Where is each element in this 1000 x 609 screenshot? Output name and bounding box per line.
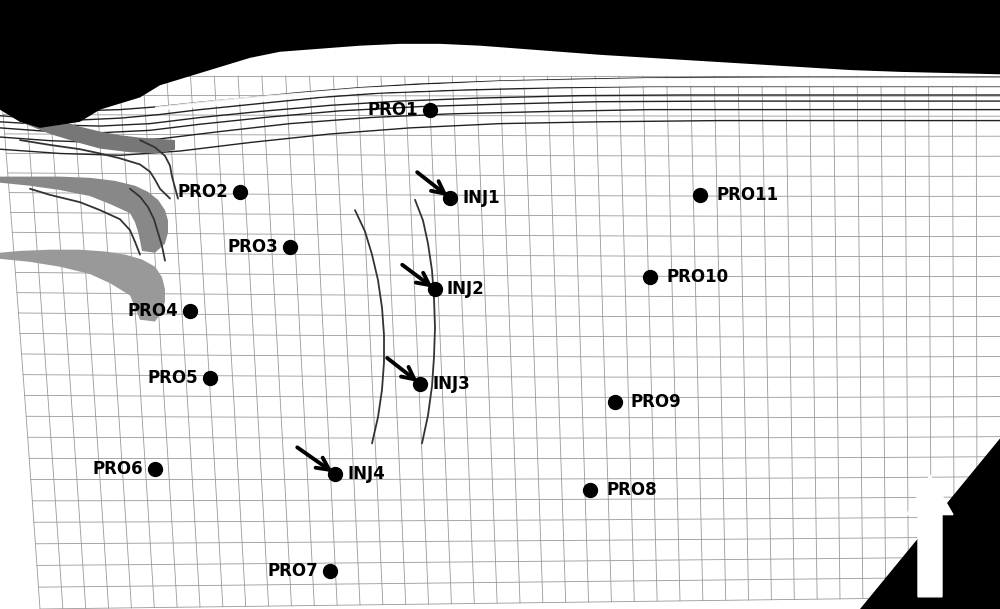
Text: PRO1: PRO1 [367, 100, 418, 119]
Polygon shape [0, 250, 165, 322]
Text: PRO2: PRO2 [177, 183, 228, 201]
Text: PRO3: PRO3 [227, 238, 278, 256]
Text: PRO8: PRO8 [606, 481, 657, 499]
Text: PRO9: PRO9 [631, 393, 682, 411]
Polygon shape [0, 0, 1000, 128]
Text: PRO5: PRO5 [147, 368, 198, 387]
FancyArrow shape [907, 475, 953, 597]
Text: INJ1: INJ1 [462, 189, 500, 207]
Text: PRO10: PRO10 [666, 268, 728, 286]
Polygon shape [0, 107, 175, 153]
Text: PRO11: PRO11 [716, 186, 778, 204]
Polygon shape [855, 438, 1000, 609]
Polygon shape [155, 77, 1000, 111]
Text: PRO6: PRO6 [92, 460, 143, 478]
Text: PRO4: PRO4 [127, 301, 178, 320]
Text: PRO7: PRO7 [267, 562, 318, 580]
Text: INJ2: INJ2 [447, 280, 485, 298]
Text: INJ3: INJ3 [432, 375, 470, 393]
Polygon shape [0, 177, 168, 253]
Text: INJ4: INJ4 [347, 465, 385, 483]
